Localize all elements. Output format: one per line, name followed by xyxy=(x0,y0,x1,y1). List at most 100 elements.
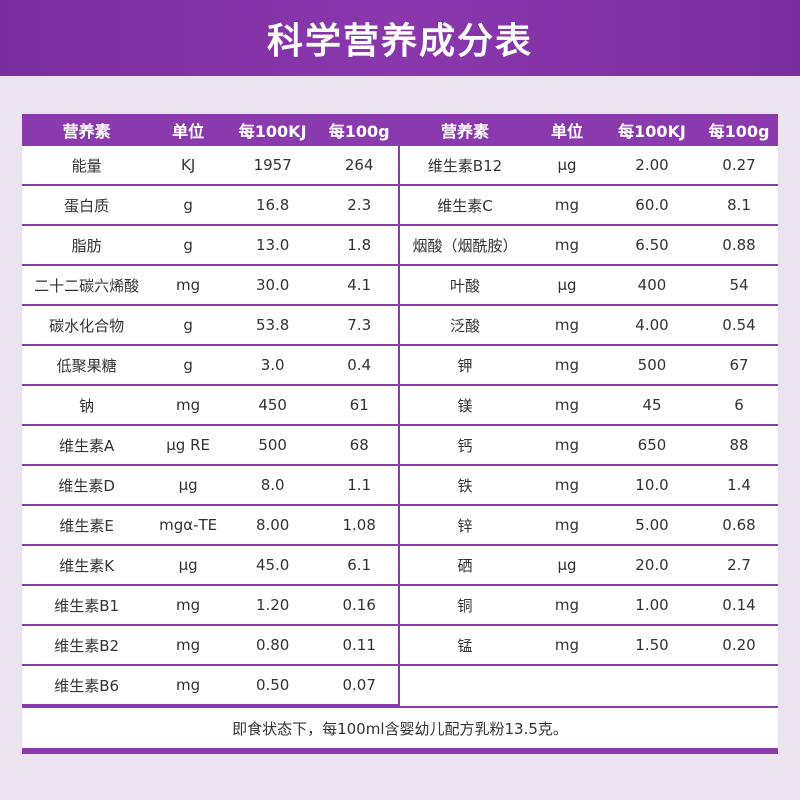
header-unit: 单位 xyxy=(550,122,583,141)
table-row: 维生素K μg 45.0 6.1 xyxy=(22,546,398,586)
cell-nutrient: 锰 xyxy=(457,636,473,655)
cell-nutrient: 脂肪 xyxy=(71,236,102,255)
cell-per-100g: 0.07 xyxy=(342,676,376,694)
header-left: 营养素 单位 每100KJ 每100g xyxy=(22,114,400,146)
table-row: 维生素D μg 8.0 1.1 xyxy=(22,466,398,506)
cell-per-100kj: 10.0 xyxy=(635,476,669,494)
cell-unit: g xyxy=(183,316,193,334)
nutrition-table: 营养素 单位 每100KJ 每100g 营养素 单位 每100KJ 每100g … xyxy=(22,114,778,754)
cell-per-100kj: 60.0 xyxy=(635,196,669,214)
cell-nutrient: 维生素B1 xyxy=(54,596,120,615)
cell-nutrient: 镁 xyxy=(457,396,473,415)
cell-unit: g xyxy=(183,196,193,214)
cell-unit: mg xyxy=(554,516,580,534)
table-row: 脂肪 g 13.0 1.8 xyxy=(22,226,398,266)
cell-per-100kj: 1.00 xyxy=(635,596,669,614)
cell-nutrient: 维生素E xyxy=(59,516,114,535)
cell-per-100g: 1.8 xyxy=(347,236,372,254)
cell-per-100g: 0.27 xyxy=(722,156,756,174)
cell-per-100kj: 53.8 xyxy=(255,316,290,334)
table-row: 维生素A μg RE 500 68 xyxy=(22,426,398,466)
cell-nutrient: 维生素B2 xyxy=(54,636,120,655)
cell-per-100g: 68 xyxy=(349,436,369,454)
header-right: 营养素 单位 每100KJ 每100g xyxy=(400,114,778,146)
cell-unit: mgα-TE xyxy=(159,516,218,534)
cell-per-100g: 0.11 xyxy=(342,636,376,654)
cell-per-100g: 2.7 xyxy=(727,556,751,574)
cell-unit: μg xyxy=(557,276,577,294)
page-title: 科学营养成分表 xyxy=(266,21,533,62)
cell-nutrient: 维生素D xyxy=(58,476,115,495)
table-row-empty xyxy=(400,666,778,706)
cell-per-100kj: 650 xyxy=(637,436,667,454)
cell-unit: mg xyxy=(176,396,201,414)
cell-unit: mg xyxy=(554,636,580,654)
table-body: 能量 KJ 1957 264 蛋白质 g 16.8 2.3 脂肪 g 13.0 1.8 二十二碳六烯酸 m… xyxy=(22,146,778,706)
cell-per-100kj: 45.0 xyxy=(255,556,290,574)
cell-nutrient: 维生素B12 xyxy=(427,156,503,175)
table-row: 叶酸 μg 400 54 xyxy=(400,266,778,306)
cell-per-100g: 7.3 xyxy=(347,316,372,334)
cell-per-100kj: 400 xyxy=(637,276,667,294)
cell-per-100kj: 450 xyxy=(258,396,287,414)
cell-nutrient: 维生素C xyxy=(437,196,493,215)
table-header: 营养素 单位 每100KJ 每100g 营养素 单位 每100KJ 每100g xyxy=(22,114,778,146)
right-column: 维生素B12 μg 2.00 0.27 维生素C mg 60.0 8.1 烟酸（烟酰胺） mg 6.… xyxy=(400,146,778,706)
cell-nutrient: 锌 xyxy=(457,516,473,535)
table-row: 维生素C mg 60.0 8.1 xyxy=(400,186,778,226)
cell-per-100kj: 0.50 xyxy=(255,676,290,694)
cell-nutrient: 叶酸 xyxy=(449,276,480,295)
header-nutrient: 营养素 xyxy=(62,122,111,141)
cell-unit: mg xyxy=(176,636,201,654)
cell-unit: KJ xyxy=(180,156,196,174)
cell-nutrient: 能量 xyxy=(71,156,102,175)
header-per-100kj: 每100KJ xyxy=(238,122,307,141)
cell-unit: mg xyxy=(176,596,201,614)
cell-per-100g: 61 xyxy=(349,396,369,414)
cell-per-100kj: 0.80 xyxy=(255,636,290,654)
cell-unit: mg xyxy=(176,276,201,294)
cell-unit: mg xyxy=(554,316,580,334)
table-row: 锌 mg 5.00 0.68 xyxy=(400,506,778,546)
cell-per-100kj: 5.00 xyxy=(635,516,669,534)
header-per-100g: 每100g xyxy=(328,122,390,141)
cell-per-100g: 4.1 xyxy=(347,276,372,294)
table-row: 维生素E mgα-TE 8.00 1.08 xyxy=(22,506,398,546)
cell-per-100g: 54 xyxy=(729,276,749,294)
cell-unit: mg xyxy=(554,396,580,414)
cell-per-100kj: 3.0 xyxy=(260,356,285,374)
cell-per-100kj: 16.8 xyxy=(255,196,290,214)
table-row: 硒 μg 20.0 2.7 xyxy=(400,546,778,586)
cell-per-100g: 67 xyxy=(729,356,749,374)
cell-unit: g xyxy=(183,236,193,254)
cell-unit: mg xyxy=(554,436,580,454)
cell-per-100kj: 30.0 xyxy=(255,276,290,294)
cell-nutrient: 低聚果糖 xyxy=(56,356,117,375)
header-nutrient: 营养素 xyxy=(440,122,489,141)
table-row: 维生素B6 mg 0.50 0.07 xyxy=(22,666,398,706)
cell-nutrient: 维生素B6 xyxy=(54,676,120,695)
cell-unit: μg xyxy=(557,156,577,174)
bottom-bar xyxy=(22,748,778,754)
cell-nutrient: 铜 xyxy=(457,596,473,615)
cell-per-100kj: 8.00 xyxy=(255,516,290,534)
table-row: 钠 mg 450 61 xyxy=(22,386,398,426)
cell-unit: μg RE xyxy=(166,436,210,454)
cell-per-100kj: 45 xyxy=(642,396,662,414)
cell-per-100g: 0.14 xyxy=(722,596,756,614)
table-row: 能量 KJ 1957 264 xyxy=(22,146,398,186)
cell-unit: mg xyxy=(554,236,580,254)
cell-nutrient: 泛酸 xyxy=(449,316,480,335)
table-row: 维生素B12 μg 2.00 0.27 xyxy=(400,146,778,186)
cell-per-100g: 0.54 xyxy=(722,316,756,334)
cell-unit: μg xyxy=(178,556,198,574)
table-row: 镁 mg 45 6 xyxy=(400,386,778,426)
cell-per-100g: 2.3 xyxy=(347,196,372,214)
table-row: 铜 mg 1.00 0.14 xyxy=(400,586,778,626)
cell-nutrient: 铁 xyxy=(457,476,473,495)
cell-per-100kj: 1.50 xyxy=(635,636,669,654)
cell-nutrient: 钾 xyxy=(457,356,473,375)
header-per-100kj: 每100KJ xyxy=(618,122,686,141)
cell-unit: mg xyxy=(554,356,580,374)
header-unit: 单位 xyxy=(172,122,205,141)
